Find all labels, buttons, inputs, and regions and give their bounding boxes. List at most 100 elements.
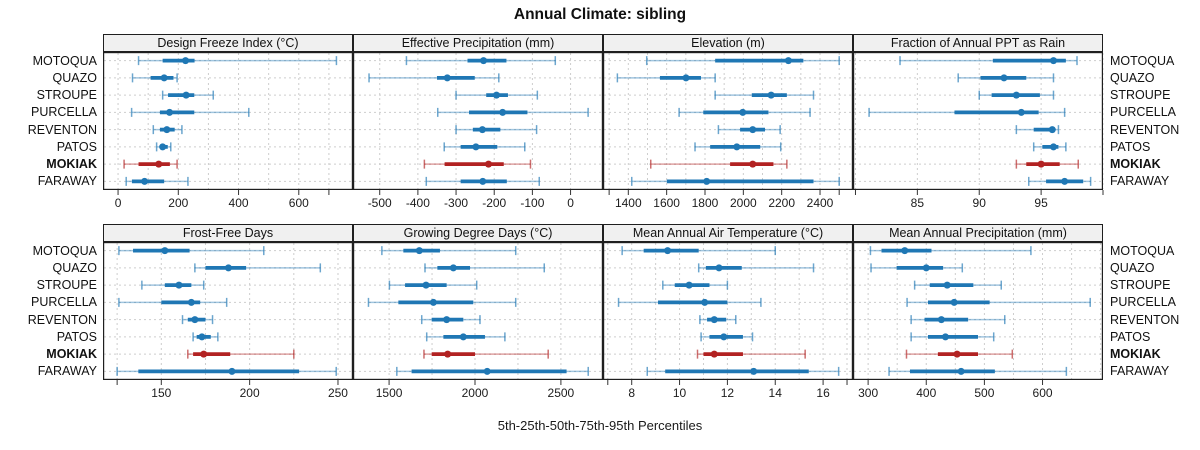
percentile-glyph-faraway [888,366,1068,376]
panel-strip-title: Design Freeze Index (°C) [103,34,353,52]
percentile-glyph-reventon [1015,125,1060,135]
axis-tick-label: 250 [327,386,348,400]
axis-caption: 5th-25th-50th-75th-95th Percentiles [497,418,703,433]
percentile-glyph-motoqua [137,56,338,66]
percentile-glyph-motoqua [645,56,840,66]
median-dot [459,333,467,341]
percentile-glyph-motoqua [381,246,517,256]
axis-tick-label: 600 [288,196,309,210]
panel-effective-precipitation-mm- [353,52,604,195]
median-dot [160,74,168,82]
median-dot [1000,74,1008,82]
median-dot [720,333,728,341]
median-dot [784,57,792,65]
row-label-right-mokiak: MOKIAK [1110,347,1161,362]
percentile-glyph-patos [910,332,995,342]
percentile-glyph-quazo [870,263,964,273]
page-title: Annual Climate: sibling [513,6,687,23]
axis-tick-label: 300 [858,386,879,400]
row-label-right-faraway: FARAWAY [1110,174,1170,189]
median-dot [682,74,690,82]
panel-strip-title: Growing Degree Days (°C) [353,224,603,242]
row-label-left-faraway: FARAWAY [37,174,97,189]
percentile-glyph-faraway [631,176,840,186]
panel-strip-title: Mean Annual Air Temperature (°C) [603,224,853,242]
median-dot [141,177,149,185]
percentile-glyph-patos [192,332,219,342]
axis-tick-label: 400 [228,196,249,210]
median-dot [483,367,491,375]
percentile-glyph-faraway [1027,176,1092,186]
row-label-right-stroupe: STROUPE [1110,88,1171,103]
median-dot [200,350,208,358]
percentile-glyph-patos [443,142,526,152]
panel-strip-title: Frost-Free Days [103,224,353,242]
axis-tick-label: 1800 [691,196,719,210]
axis-tick-label: 12 [720,386,735,400]
percentile-glyph-reventon [717,125,781,135]
axis-tick-label: -300 [444,196,469,210]
percentile-glyph-faraway [646,366,840,376]
percentile-glyph-mokiak [187,349,295,359]
panel-mean-annual-precipitation-mm- [853,242,1104,385]
percentile-glyph-reventon [699,315,737,325]
row-label-right-motoqua: MOTOQUA [1110,243,1175,258]
median-dot [429,298,437,306]
axis-tick-label: 200 [168,196,189,210]
percentile-glyph-quazo [957,73,1055,83]
percentile-glyph-faraway [125,176,189,186]
percentile-glyph-mokiak [905,349,1014,359]
percentile-glyph-patos [694,142,782,152]
row-label-left-mokiak: MOKIAK [46,157,97,172]
median-dot [161,247,169,255]
median-dot [750,367,758,375]
row-label-right-purcella: PURCELLA [1110,295,1176,310]
percentile-glyph-stroupe [662,280,729,290]
row-label-left-purcella: PURCELLA [31,295,97,310]
row-label-left-patos: PATOS [56,139,97,154]
percentile-glyph-motoqua [869,246,1032,256]
axis-tick-label: 2000 [729,196,757,210]
percentile-glyph-mokiak [649,159,788,169]
percentile-glyph-quazo [194,263,322,273]
row-label-right-faraway: FARAWAY [1110,364,1170,379]
median-dot [943,281,951,289]
median-dot [191,316,199,324]
percentile-glyph-stroupe [455,90,539,100]
row-label-right-motoqua: MOTOQUA [1110,53,1175,68]
percentile-glyph-purcella [130,107,250,117]
median-dot [749,126,757,134]
axis-tick-label: 95 [1034,196,1048,210]
median-dot [484,160,492,168]
axis-tick-label: 10 [672,386,687,400]
percentile-glyph-patos [425,332,506,342]
percentile-glyph-purcella [678,107,811,117]
percentile-glyph-stroupe [978,90,1055,100]
panel-strip-title: Fraction of Annual PPT as Rain [853,34,1103,52]
median-dot [155,160,163,168]
percentile-glyph-reventon [181,315,214,325]
percentile-glyph-reventon [910,315,1006,325]
percentile-glyph-motoqua [118,246,265,256]
median-dot [480,57,488,65]
percentile-glyph-motoqua [621,246,776,256]
row-label-left-reventon: REVENTON [27,312,97,327]
median-dot [1049,143,1057,151]
median-dot [449,264,457,272]
median-dot [478,126,486,134]
percentile-glyph-stroupe [388,280,478,290]
median-dot [499,108,507,116]
panel-frost-free-days [103,242,354,385]
percentile-glyph-stroupe [161,90,214,100]
axis-tick-label: 0 [114,196,122,210]
median-dot [443,74,451,82]
percentile-glyph-motoqua [405,56,557,66]
percentile-glyph-faraway [425,176,541,186]
axis-tick-label: 90 [972,196,986,210]
axis-tick-label: -500 [367,196,392,210]
median-dot [198,333,206,341]
median-dot [472,143,480,151]
percentile-glyph-stroupe [714,90,815,100]
median-dot [950,298,958,306]
median-dot [182,91,190,99]
